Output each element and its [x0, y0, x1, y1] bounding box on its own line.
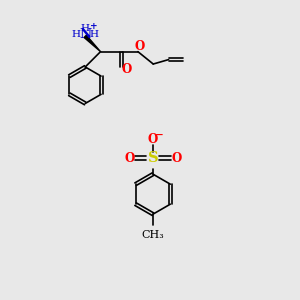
Text: N: N — [79, 28, 91, 41]
Text: −: − — [155, 131, 164, 140]
Text: H: H — [81, 24, 90, 33]
Text: CH₃: CH₃ — [142, 230, 164, 240]
Text: H: H — [90, 30, 99, 39]
Text: O: O — [122, 63, 132, 76]
Text: O: O — [124, 152, 134, 165]
Text: S: S — [148, 151, 158, 165]
Text: O: O — [148, 133, 158, 146]
Text: O: O — [135, 40, 145, 53]
Text: +: + — [90, 22, 98, 32]
Text: H: H — [71, 30, 80, 39]
Polygon shape — [84, 35, 101, 52]
Text: O: O — [171, 152, 182, 165]
